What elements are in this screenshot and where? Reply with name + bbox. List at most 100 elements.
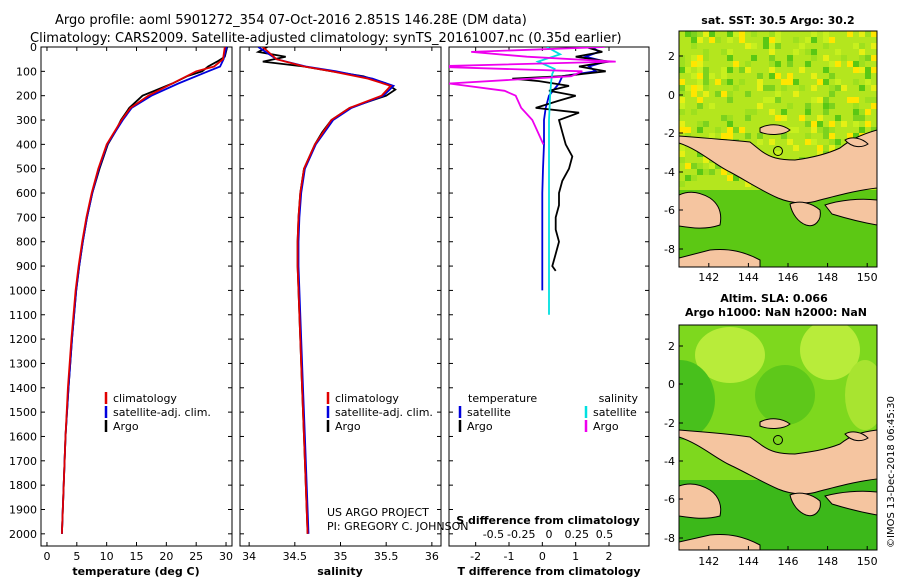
sst-pixel — [787, 73, 793, 79]
difference-top-tick-label: -0.5 — [483, 528, 504, 541]
sst-pixel — [739, 79, 745, 85]
sst-pixel — [799, 85, 805, 91]
sst-field-pixels — [679, 31, 877, 187]
sst-pixel — [697, 61, 703, 67]
salinity-series — [255, 47, 397, 534]
figure-title-line1: Argo profile: aoml 5901272_354 07-Oct-20… — [55, 13, 527, 28]
sst-pixel — [703, 169, 709, 175]
sst-pixel — [829, 145, 835, 151]
sst-pixel — [733, 127, 739, 133]
sst-pixel — [781, 133, 787, 139]
sst-pixel — [727, 121, 733, 127]
sst-pixel — [697, 31, 703, 37]
sst-map-frame — [678, 30, 878, 268]
sst-pixel — [793, 49, 799, 55]
sla-map-title1: Altim. SLA: 0.066 — [720, 292, 828, 305]
sst-pixel — [709, 163, 715, 169]
difference-x-tick-label: 2 — [606, 550, 613, 563]
sst-pixel — [715, 91, 721, 97]
sst-pixel — [721, 73, 727, 79]
sst-pixel — [835, 85, 841, 91]
map-x-tick-label: 144 — [738, 271, 759, 284]
sst-pixel — [829, 73, 835, 79]
sst-pixel — [871, 103, 877, 109]
sst-pixel — [703, 67, 709, 73]
sst-pixel — [841, 85, 847, 91]
temperature-axis-label: temperature (deg C) — [72, 565, 199, 578]
sst-pixel — [775, 43, 781, 49]
land-south-bottom — [679, 249, 761, 267]
sst-pixel — [859, 85, 865, 91]
sst-pixel — [769, 67, 775, 73]
salinity-x-tick-label: 36 — [425, 550, 439, 563]
sst-pixel — [871, 97, 877, 103]
difference-series — [449, 47, 616, 315]
sst-pixel — [757, 79, 763, 85]
sst-pixel — [835, 61, 841, 67]
sst-pixel — [691, 31, 697, 37]
depth-tick-label: 0 — [30, 41, 37, 54]
t-difference-axis-label: T difference from climatology — [457, 565, 640, 578]
sst-pixel — [691, 163, 697, 169]
sst-pixel — [727, 97, 733, 103]
sst-pixel — [709, 169, 715, 175]
sst-pixel — [859, 55, 865, 61]
sst-pixel — [823, 55, 829, 61]
sst-pixel — [679, 67, 685, 73]
sst-pixel — [793, 79, 799, 85]
sst-pixel — [709, 31, 715, 37]
sst-pixel — [727, 67, 733, 73]
sst-pixel — [769, 139, 775, 145]
sst-pixel — [823, 145, 829, 151]
map-x-tick-label: 142 — [698, 555, 719, 568]
land-southeast — [824, 198, 877, 226]
map-y-tick-label: -4 — [664, 455, 675, 468]
sst-pixel — [703, 49, 709, 55]
sst-pixel — [709, 133, 715, 139]
sst-pixel — [679, 103, 685, 109]
sst-pixel — [721, 115, 727, 121]
sst-pixel — [709, 73, 715, 79]
difference-legend: temperature satellite Argo salinity sate… — [458, 392, 638, 433]
sst-pixel — [841, 121, 847, 127]
sst-pixel — [865, 121, 871, 127]
sst-pixel — [715, 37, 721, 43]
sst-pixel — [805, 121, 811, 127]
map-y-tick-label: 2 — [668, 50, 675, 63]
map-y-tick-label: -6 — [664, 493, 675, 506]
imos-stamp: ©IMOS 13-Dec-2018 06:45:30 — [886, 396, 897, 548]
sst-pixel — [811, 97, 817, 103]
sla-map-frame — [678, 324, 878, 551]
depth-tick-label: 1800 — [9, 479, 37, 492]
sst-pixel — [727, 175, 733, 181]
legend-label-satellite: satellite-adj. clim. — [335, 406, 433, 419]
temperature-x-tick-label: 20 — [159, 550, 173, 563]
sst-pixel — [709, 37, 715, 43]
figure-title-line2: Climatology: CARS2009. Satellite-adjuste… — [30, 31, 622, 46]
sst-pixel — [865, 73, 871, 79]
sst-pixel — [775, 73, 781, 79]
depth-tick-label: 1500 — [9, 406, 37, 419]
sst-pixel — [871, 67, 877, 73]
sst-pixel — [745, 133, 751, 139]
salinity-x-tick-label: 34.5 — [283, 550, 308, 563]
series-line-satellite-adj-clim- — [61, 47, 228, 534]
legend-label-argo: Argo — [335, 420, 361, 433]
difference-x-tick-label: -1 — [504, 550, 515, 563]
sst-pixel — [793, 91, 799, 97]
sst-pixel — [775, 61, 781, 67]
map-x-tick-label: 144 — [738, 555, 759, 568]
sst-pixel — [775, 115, 781, 121]
legend-label-temp-satellite: satellite — [467, 406, 511, 419]
sst-pixel — [727, 37, 733, 43]
legend-label-climatology: climatology — [335, 392, 399, 405]
sst-pixel — [817, 127, 823, 133]
sst-pixel — [865, 109, 871, 115]
sst-pixel — [853, 43, 859, 49]
sst-pixel — [811, 121, 817, 127]
sst-pixel — [823, 103, 829, 109]
sst-pixel — [817, 121, 823, 127]
legend-label-temp-argo: Argo — [467, 420, 493, 433]
sst-pixel — [865, 55, 871, 61]
sst-pixel — [829, 85, 835, 91]
